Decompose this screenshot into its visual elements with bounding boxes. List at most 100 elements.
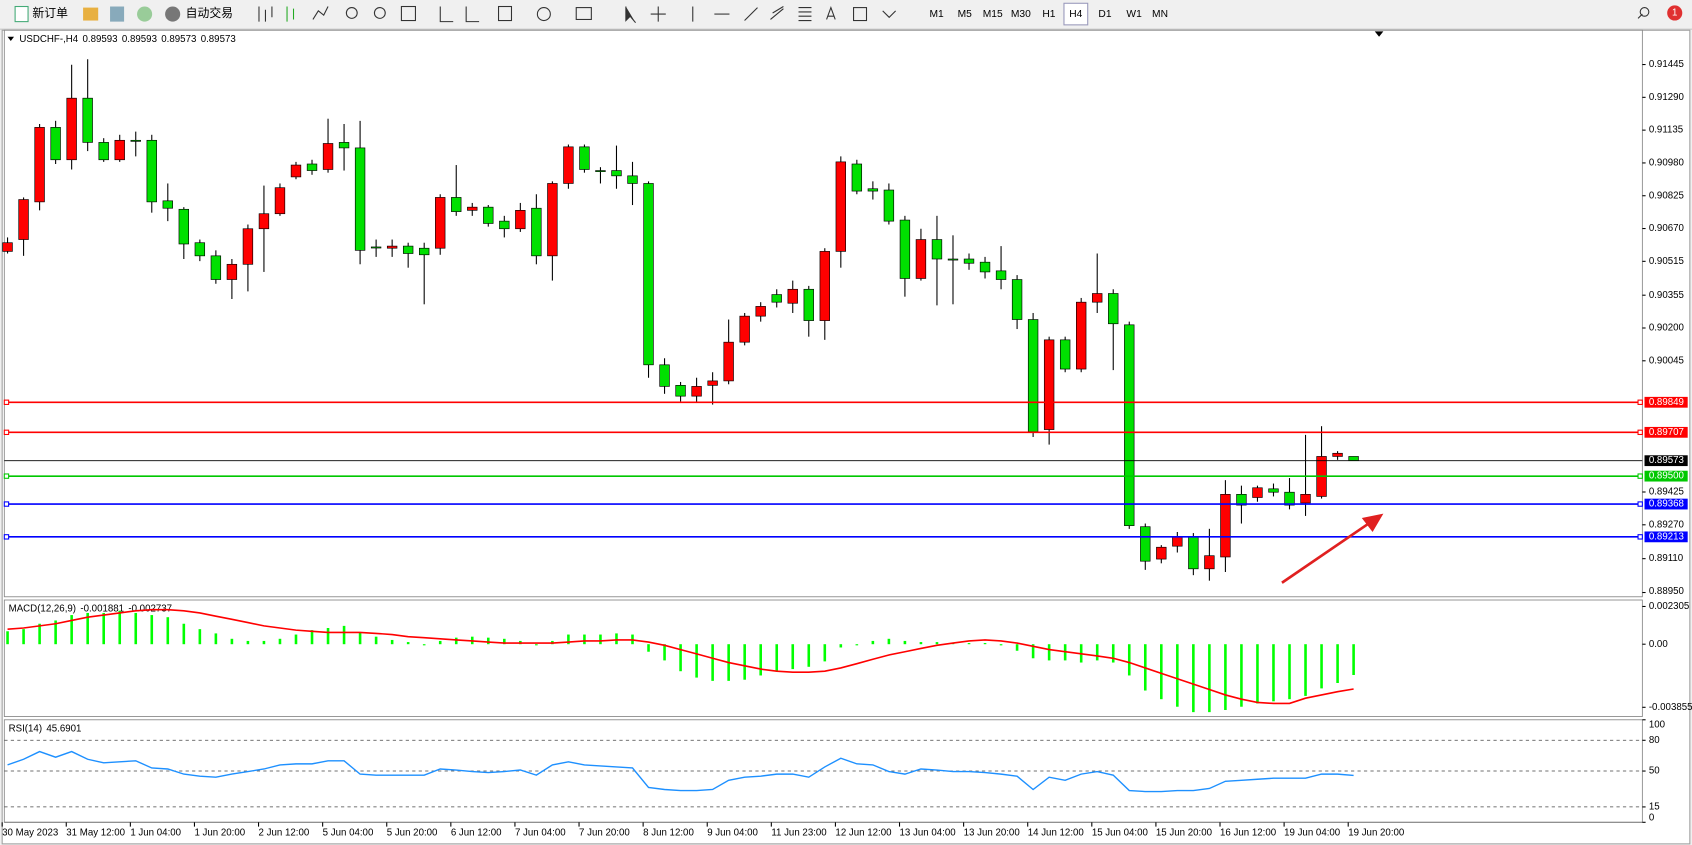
macd-bar (1320, 644, 1323, 689)
candle-body (963, 258, 975, 264)
level-line-handle (3, 473, 10, 479)
macd-bar (358, 632, 362, 645)
symbol-marker (7, 36, 15, 42)
candle-body (675, 385, 686, 397)
notification-badge[interactable] (1667, 5, 1683, 21)
macd-bar (839, 644, 843, 648)
candle-body (995, 270, 1007, 280)
timeframe-button[interactable]: M15 (983, 9, 1003, 20)
y-tick-label: 0 (1649, 813, 1655, 824)
timeframe-button[interactable]: MN (1152, 9, 1168, 20)
macd-bar (743, 644, 746, 680)
candle-body (50, 127, 61, 161)
candle-body (1027, 319, 1039, 433)
macd-bar (38, 623, 41, 645)
candle-body (18, 199, 29, 240)
y-tick-label: 0.90200 (1649, 323, 1685, 334)
x-tick-label: 15 Jun 04:00 (1092, 828, 1149, 839)
candle-body (2, 242, 13, 252)
y-tick-label: 0.91135 (1649, 125, 1683, 136)
macd-bar (871, 640, 875, 645)
level-line-handle (3, 429, 10, 436)
candle-body (739, 315, 750, 343)
title-value: 0.89593 (122, 33, 157, 44)
new-order-button[interactable]: 新订单 (32, 6, 68, 20)
x-tick-label: 6 Jun 12:00 (451, 828, 502, 839)
candle-body (178, 208, 190, 245)
x-tick-label: 5 Jun 20:00 (387, 828, 438, 839)
macd-bar (22, 629, 25, 645)
arrow-shaft (1281, 521, 1372, 584)
macd-bar (134, 612, 138, 645)
timeframe-button[interactable]: W1 (1126, 9, 1142, 20)
level-line-label-box (1644, 470, 1688, 482)
candle-body (819, 251, 830, 321)
candle-body (370, 246, 382, 249)
macd-bar (214, 633, 218, 645)
search-icon[interactable] (1637, 7, 1650, 19)
candle-body (194, 242, 206, 257)
candle-body (1236, 494, 1247, 506)
candle-body (483, 206, 494, 224)
candle-body (306, 163, 318, 171)
macd-panel (3, 599, 1643, 717)
macd-bar (1336, 644, 1339, 683)
candle-body (210, 255, 222, 280)
y-tick-label: 0.90515 (1649, 256, 1684, 267)
title-value: 0.89593 (83, 33, 118, 44)
panel-title: USDCHF-,H4 0.89593 0.89593 0.89573 0.89573 (19, 33, 235, 44)
tool-icon (110, 6, 125, 22)
template-icon (575, 7, 592, 21)
timeframe-button[interactable]: D1 (1098, 9, 1111, 20)
macd-bar (166, 617, 170, 645)
timeframe-button[interactable]: M5 (958, 9, 973, 20)
macd-bar (262, 640, 266, 645)
level-line-label: 0.89368 (1649, 499, 1684, 510)
y-tick-label: 0.89425 (1649, 487, 1684, 498)
macd-bar (118, 610, 122, 645)
x-tick-label: 19 Jun 04:00 (1284, 828, 1341, 839)
candle-body (659, 364, 670, 387)
x-tick-label: 13 Jun 20:00 (964, 828, 1021, 839)
candle-body (1284, 491, 1295, 506)
toolbar-bg (0, 0, 1692, 30)
candle-body (419, 247, 430, 256)
macd-bar (695, 644, 698, 678)
autotrade-button[interactable]: 自动交易 (186, 6, 233, 20)
title-text: USDCHF-,H4 (19, 33, 78, 44)
candle-body (867, 188, 879, 192)
candle-body (1124, 324, 1135, 526)
y-tick-label: 0.00 (1649, 639, 1668, 650)
candle-body (1220, 494, 1231, 558)
timeframe-button[interactable]: M1 (930, 9, 945, 20)
y-tick-label: 0.90045 (1649, 355, 1684, 366)
title-text: MACD(12,26,9) (9, 603, 76, 614)
current-price-line-label-box (1644, 455, 1688, 467)
macd-bar (663, 644, 666, 661)
y-tick-label: 0.91445 (1649, 59, 1684, 70)
crosshair-icon (650, 6, 666, 22)
candle-body (1156, 546, 1167, 560)
x-tick-label: 13 Jun 04:00 (900, 828, 957, 839)
timeframe-button[interactable]: H4 (1069, 9, 1082, 20)
arrow-head (1361, 513, 1384, 533)
macd-bar (503, 638, 506, 645)
candle-body (835, 161, 847, 252)
shift-marker (1374, 31, 1384, 37)
candle-body (114, 139, 125, 161)
indicators-icon (497, 5, 513, 22)
macd-bar (374, 636, 378, 645)
candle-body (226, 263, 238, 280)
candle-body (931, 239, 943, 260)
candle-body (947, 258, 959, 261)
new-order-icon (14, 5, 29, 23)
timeframe-button[interactable]: M30 (1011, 9, 1031, 20)
macd-bar (6, 631, 9, 645)
macd-bar (855, 644, 859, 646)
candle-body (98, 142, 109, 161)
timeframe-button[interactable]: H1 (1042, 9, 1055, 20)
macd-bar (198, 629, 202, 645)
shift-icon (465, 6, 480, 23)
